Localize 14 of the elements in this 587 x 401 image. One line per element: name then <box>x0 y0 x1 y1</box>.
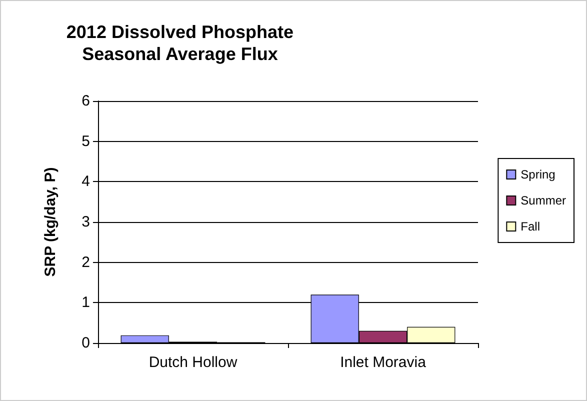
y-tick-label: 4 <box>82 173 90 190</box>
x-tick-label: Dutch Hollow <box>148 354 238 371</box>
legend-label: Fall <box>520 220 540 234</box>
chart-title: 2012 Dissolved Phosphate Seasonal Average Flux <box>66 22 294 64</box>
y-tick-label: 1 <box>82 294 90 312</box>
y-axis-title: SRP (kg/day, P) <box>42 167 59 277</box>
x-tick-label: Inlet Moravia <box>340 354 427 371</box>
legend-label: Spring <box>520 168 556 182</box>
y-tick-label: 6 <box>82 92 90 110</box>
y-tick-label: 3 <box>82 214 90 230</box>
legend-label: Summer <box>520 194 566 208</box>
y-tick-label: 2 <box>82 254 90 271</box>
y-tick-label: 5 <box>82 132 90 150</box>
y-tick-label: 0 <box>82 334 90 352</box>
